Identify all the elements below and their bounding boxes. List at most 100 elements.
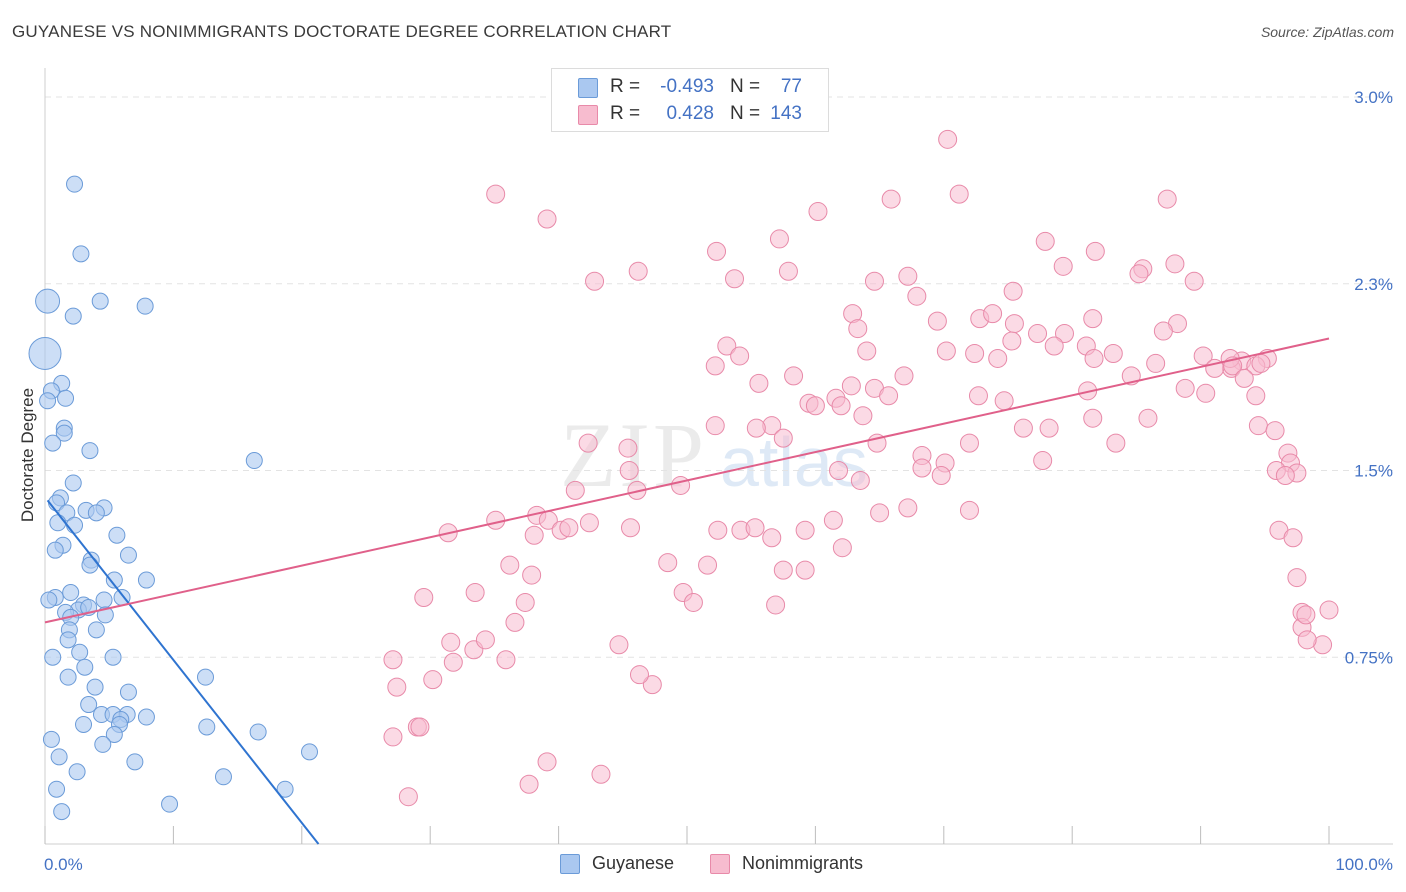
nonimmigrants-point bbox=[642, 675, 662, 695]
nonimmigrants-point bbox=[784, 366, 804, 386]
nonimmigrants-point bbox=[938, 129, 958, 149]
guyanese-point bbox=[59, 668, 77, 686]
x-tick-label: 0.0% bbox=[44, 855, 83, 874]
nonimmigrants-point bbox=[1184, 271, 1204, 291]
guyanese-point bbox=[119, 546, 137, 564]
nonimmigrants-point bbox=[1003, 281, 1023, 301]
nonimmigrants-point bbox=[1297, 630, 1317, 650]
series-legend-label: Nonimmigrants bbox=[742, 853, 864, 873]
nonimmigrants-point bbox=[1084, 348, 1104, 368]
tick-labels: 0.75% 1.5% 2.3% 3.0% 0.0% 100.0% bbox=[44, 88, 1393, 874]
nonimmigrants-point bbox=[1157, 189, 1177, 209]
nonimmigrants-point bbox=[387, 677, 407, 697]
nonimmigrants-point bbox=[1129, 264, 1149, 284]
nonimmigrants-point bbox=[410, 717, 430, 737]
nonimmigrants-point bbox=[766, 595, 786, 615]
nonimmigrants-point bbox=[1175, 378, 1195, 398]
nonimmigrants-point bbox=[773, 428, 793, 448]
nonimmigrants-point bbox=[1035, 231, 1055, 251]
guyanese-point bbox=[136, 297, 154, 315]
guyanese-points bbox=[28, 175, 319, 821]
guyanese-point bbox=[214, 768, 232, 786]
nonimmigrants-point bbox=[853, 406, 873, 426]
guyanese-point bbox=[105, 571, 123, 589]
nonimmigrants-point bbox=[823, 510, 843, 530]
guyanese-point bbox=[276, 780, 294, 798]
guyanese-point bbox=[28, 336, 62, 370]
nonimmigrants-point bbox=[618, 438, 638, 458]
nonimmigrants-point bbox=[1265, 421, 1285, 441]
nonimmigrants-point bbox=[1138, 408, 1158, 428]
nonimmigrants-point bbox=[683, 592, 703, 612]
legend-n-value: 143 bbox=[770, 103, 802, 124]
nonimmigrants-point bbox=[994, 391, 1014, 411]
y-tick-label: 2.3% bbox=[1354, 275, 1393, 294]
nonimmigrants-point bbox=[749, 373, 769, 393]
nonimmigrants-point bbox=[1083, 408, 1103, 428]
series-legend-label: Guyanese bbox=[592, 853, 675, 873]
nonimmigrants-point bbox=[629, 665, 649, 685]
guyanese-point bbox=[66, 516, 84, 534]
guyanese-point bbox=[81, 442, 99, 460]
legend-n-label: N = bbox=[730, 76, 761, 97]
nonimmigrants-point bbox=[621, 518, 641, 538]
guyanese-trend-line bbox=[46, 499, 320, 845]
nonimmigrants-point bbox=[1283, 528, 1303, 548]
source-label: Source: ZipAtlas.com bbox=[1260, 24, 1394, 40]
guyanese-point bbox=[49, 514, 67, 532]
legend-n-label: N = bbox=[730, 103, 761, 124]
legend-n-value: 77 bbox=[780, 76, 802, 97]
legend-swatch-blue bbox=[578, 78, 598, 98]
nonimmigrants-point bbox=[519, 774, 539, 794]
y-tick-label: 3.0% bbox=[1354, 88, 1393, 107]
guyanese-point bbox=[108, 526, 126, 544]
nonimmigrants-point bbox=[1196, 383, 1216, 403]
nonimmigrants-point bbox=[698, 555, 718, 575]
nonimmigrants-point bbox=[832, 538, 852, 558]
guyanese-point bbox=[137, 708, 155, 726]
nonimmigrants-point bbox=[898, 498, 918, 518]
guyanese-point bbox=[197, 668, 214, 686]
nonimmigrants-points bbox=[383, 129, 1339, 807]
nonimmigrants-point bbox=[745, 518, 765, 538]
guyanese-point bbox=[62, 584, 80, 602]
guyanese-point bbox=[245, 452, 263, 470]
nonimmigrants-point bbox=[829, 461, 849, 480]
series-swatch-blue bbox=[560, 854, 580, 874]
guyanese-point bbox=[81, 556, 99, 574]
legend-r-value: -0.493 bbox=[660, 76, 714, 97]
nonimmigrants-point bbox=[705, 356, 725, 376]
nonimmigrants-point bbox=[965, 343, 985, 363]
legend-swatch-pink bbox=[578, 105, 598, 125]
nonimmigrants-point bbox=[585, 271, 605, 291]
gridlines bbox=[45, 96, 1393, 658]
axes bbox=[44, 68, 1393, 845]
guyanese-point bbox=[94, 735, 112, 753]
nonimmigrants-point bbox=[537, 209, 557, 229]
nonimmigrants-point bbox=[1153, 321, 1173, 341]
nonimmigrants-point bbox=[1246, 386, 1266, 406]
nonimmigrants-point bbox=[619, 461, 639, 480]
nonimmigrants-point bbox=[465, 583, 485, 603]
guyanese-point bbox=[68, 763, 86, 781]
nonimmigrants-point bbox=[707, 241, 727, 261]
nonimmigrants-point bbox=[515, 592, 535, 612]
nonimmigrants-point bbox=[864, 271, 884, 291]
nonimmigrants-point bbox=[1083, 309, 1103, 329]
nonimmigrants-point bbox=[496, 650, 516, 670]
nonimmigrants-point bbox=[1103, 343, 1123, 363]
nonimmigrants-point bbox=[591, 764, 611, 784]
nonimmigrants-point bbox=[1028, 324, 1048, 344]
correlation-legend: R = -0.493 N = 77 R = 0.428 N = 143 bbox=[551, 68, 829, 132]
nonimmigrants-point bbox=[959, 433, 979, 453]
nonimmigrants-point bbox=[1002, 331, 1022, 351]
nonimmigrants-point bbox=[1165, 254, 1185, 274]
guyanese-point bbox=[119, 683, 137, 701]
guyanese-point bbox=[46, 541, 64, 559]
nonimmigrants-point bbox=[1085, 241, 1105, 261]
guyanese-point bbox=[104, 648, 122, 666]
nonimmigrants-point bbox=[1251, 353, 1271, 373]
nonimmigrants-point bbox=[1146, 353, 1166, 373]
nonimmigrants-point bbox=[841, 376, 861, 396]
nonimmigrants-point bbox=[949, 184, 969, 204]
